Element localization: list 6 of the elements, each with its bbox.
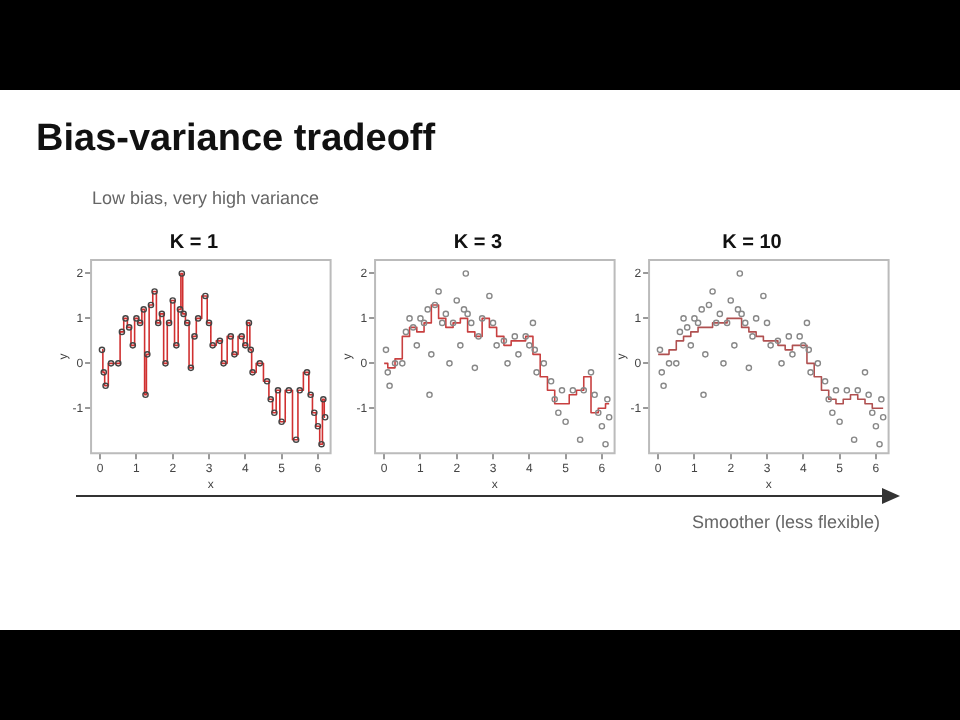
text: Low bias, very high variance [92, 188, 320, 208]
chart-title: K = 3 [453, 231, 504, 254]
chart-title: K = 1 [169, 231, 220, 254]
text: Smoother (less flexible) [691, 512, 880, 532]
text: Bias-variance tradeoff [36, 118, 436, 162]
chart-title: K = 10 [722, 231, 783, 254]
